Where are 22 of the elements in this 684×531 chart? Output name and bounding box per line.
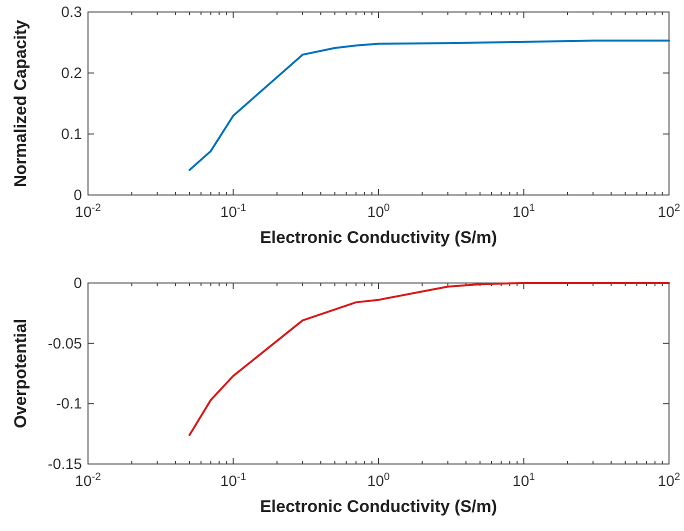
x-tick-label: 10$^{-2}$ (74, 471, 102, 490)
y-tick-label: 0.2 (61, 65, 82, 82)
y-axis-title: Overpotential (11, 318, 30, 428)
x-tick-label: 10$^{0}$ (367, 471, 390, 490)
y-tick-label: 0 (74, 275, 82, 292)
y-tick-label: 0.1 (61, 126, 82, 143)
x-tick-label: 10$^{1}$ (512, 471, 536, 490)
x-tick-label: 10$^{1}$ (512, 202, 536, 221)
y-tick-label: 0 (74, 187, 82, 204)
x-tick-label: 10$^{-1}$ (220, 471, 246, 490)
y-axis-title: Normalized Capacity (11, 19, 30, 188)
y-tick-label: -0.05 (48, 335, 82, 352)
y-tick-label: -0.1 (56, 396, 82, 413)
x-tick-label: 10$^{-2}$ (74, 202, 102, 221)
x-tick-label: 10$^{2}$ (658, 202, 680, 221)
x-tick-label: 10$^{0}$ (367, 202, 390, 221)
x-tick-label: 10$^{-1}$ (220, 202, 246, 221)
x-axis-title: Electronic Conductivity (S/m) (260, 228, 498, 247)
x-axis-title: Electronic Conductivity (S/m) (260, 497, 498, 516)
y-tick-label: -0.15 (48, 456, 82, 473)
x-tick-label: 10$^{2}$ (658, 471, 680, 490)
y-tick-label: 0.3 (61, 4, 82, 21)
